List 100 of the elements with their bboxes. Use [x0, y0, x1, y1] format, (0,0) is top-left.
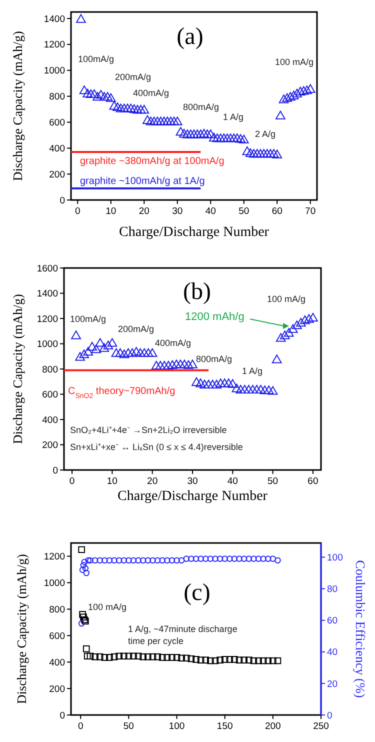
point [144, 653, 152, 660]
point [116, 652, 122, 660]
y-tick-label: 800 [49, 604, 65, 616]
point [130, 557, 137, 564]
point [149, 653, 156, 660]
point [135, 348, 146, 357]
y-tick-label: 1000 [44, 578, 65, 590]
point [83, 346, 94, 356]
point [192, 377, 202, 386]
point [212, 556, 218, 562]
annotation: 400mA/g [155, 338, 192, 348]
annotation: 200mA/g [115, 72, 152, 82]
point [79, 611, 86, 618]
point [188, 655, 195, 662]
y-axis-title: Discharge Capacity (mAh/g) [10, 31, 25, 181]
annotation: SnO₂+4Li⁺+4e⁻ →Sn+2Li₂O irreversible [70, 425, 227, 435]
x-tick-label: 50 [268, 476, 278, 487]
point [154, 557, 161, 564]
point [216, 656, 224, 664]
point [120, 652, 128, 660]
point [274, 557, 281, 564]
x-tick-label: 150 [216, 721, 233, 732]
point [200, 380, 210, 388]
point [255, 556, 262, 562]
point [198, 556, 204, 562]
point [164, 654, 171, 661]
point [120, 557, 128, 564]
y-axis-title: Discharge Capacity (mAh/g) [14, 554, 29, 704]
y-tick-label: 1600 [36, 263, 58, 274]
y-tick-label: 600 [49, 630, 65, 642]
y2-tick-label: 60 [327, 616, 338, 627]
point [276, 333, 286, 342]
point [110, 653, 118, 660]
y2-tick-label: 100 [327, 552, 343, 564]
point [260, 657, 267, 664]
point [111, 557, 118, 564]
point [300, 315, 310, 324]
point [246, 556, 252, 562]
x-tick-label: 50 [238, 206, 250, 217]
point [236, 656, 243, 664]
point [260, 385, 270, 394]
y-tick-label: 0 [60, 195, 65, 206]
point [140, 557, 146, 564]
point [197, 656, 204, 664]
annotation: 100mA/g [70, 314, 106, 324]
point [158, 654, 166, 661]
point [260, 556, 266, 562]
point [308, 312, 318, 322]
point [95, 338, 106, 347]
point [96, 653, 104, 660]
point [274, 657, 282, 664]
point [115, 348, 126, 357]
point [130, 652, 137, 660]
point [144, 557, 152, 564]
x-tick-label: 200 [264, 721, 281, 732]
point [82, 645, 90, 652]
point [79, 566, 86, 573]
point [101, 654, 108, 661]
x-tick-label: 20 [147, 476, 158, 487]
point [106, 557, 113, 564]
point [222, 556, 228, 562]
x-tick-label: 10 [106, 206, 116, 217]
x-axis-title: Charge/Discharge Number [119, 225, 270, 240]
x-tick-label: 0 [78, 721, 84, 732]
point [250, 556, 257, 562]
annotation: 800mA/g [196, 354, 232, 364]
annotation: 1 A/g, ~47minute discharge time per cycle [128, 624, 238, 646]
point [92, 557, 98, 564]
text: (a) [176, 24, 204, 50]
point [221, 656, 228, 663]
point [125, 652, 132, 660]
point [284, 328, 294, 337]
point [256, 384, 266, 394]
y-tick-label: 600 [42, 390, 58, 401]
point [140, 653, 147, 660]
annotation: Sn+xLi⁺+xe⁻ ↔ LiₓSn (0 ≤ x ≤ 4.4)reversible [70, 442, 243, 452]
y2-axis-title: Coulumbic Efficiency (%) [353, 560, 368, 698]
annotation: 1 A/g [223, 112, 244, 122]
y-tick-label: 0 [60, 710, 65, 722]
y-tick-label: 1400 [44, 14, 65, 25]
point [164, 557, 170, 564]
point [81, 558, 88, 566]
annotation: 100 mA/g [275, 57, 314, 67]
point [212, 657, 219, 664]
point [288, 324, 298, 333]
annotation: 1200 mAh/g [185, 311, 244, 323]
point [192, 656, 200, 663]
x-tick-label: 60 [308, 476, 318, 487]
x-tick-label: 60 [272, 206, 282, 217]
point [178, 557, 185, 564]
point [250, 657, 258, 664]
point [264, 657, 272, 664]
point [80, 614, 87, 621]
point [159, 557, 166, 564]
point [280, 330, 290, 340]
point [78, 546, 85, 554]
point [245, 656, 252, 664]
y-tick-label: 1200 [36, 314, 58, 325]
point [163, 360, 174, 370]
annotation: 400mA/g [133, 88, 170, 98]
